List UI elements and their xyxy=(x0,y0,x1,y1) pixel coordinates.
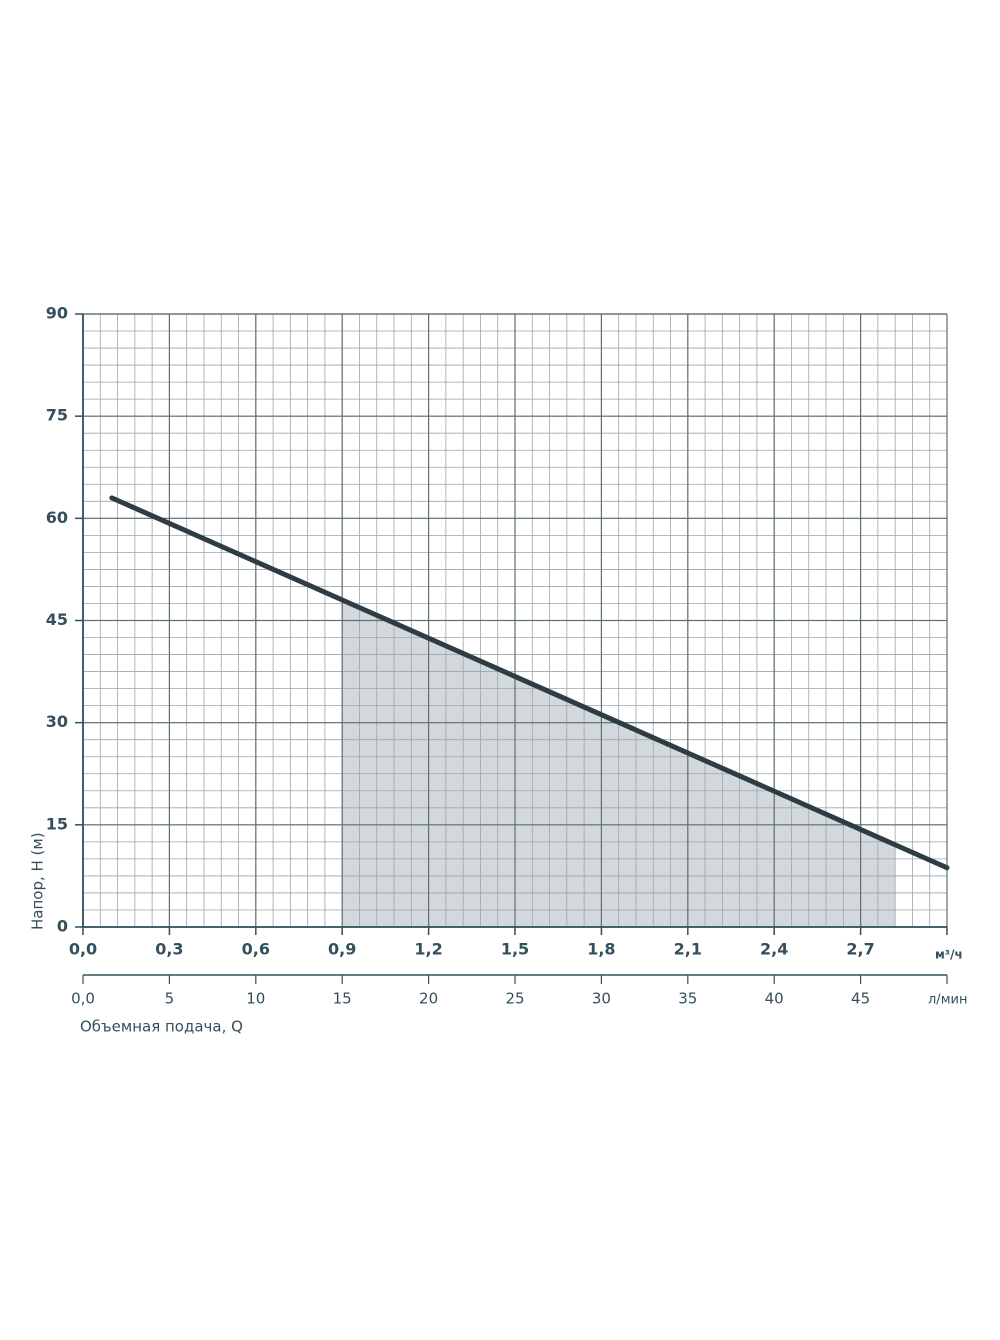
x2-tick-label: 0,0 xyxy=(71,990,95,1008)
x-tick-label: 1,2 xyxy=(414,940,442,959)
x2-tick-label: 10 xyxy=(246,990,265,1008)
x2-tick-label: 15 xyxy=(333,990,352,1008)
x2-tick-label: 25 xyxy=(505,990,524,1008)
x-axis-label: Объемная подача, Q xyxy=(80,1018,243,1036)
y-tick-label: 0 xyxy=(57,917,68,936)
x-tick-label: 1,5 xyxy=(501,940,529,959)
y-tick-label: 75 xyxy=(46,406,68,425)
x2-tick-label: 30 xyxy=(592,990,611,1008)
x-tick-label: 0,3 xyxy=(155,940,183,959)
x2-tick-label: 40 xyxy=(765,990,784,1008)
y-axis-label: Напор, H (м) xyxy=(29,832,47,930)
x-tick-label: 0,6 xyxy=(242,940,270,959)
x2-tick-label: 35 xyxy=(678,990,697,1008)
x-tick-label: 0,0 xyxy=(69,940,97,959)
series-line xyxy=(109,495,950,871)
x2-tick-label: 45 xyxy=(851,990,870,1008)
x-unit: м³/ч xyxy=(935,948,963,962)
y-tick-label: 90 xyxy=(46,304,68,323)
y-tick-label: 45 xyxy=(46,610,68,629)
x-tick-label: 1,8 xyxy=(587,940,615,959)
x2-unit: л/мин xyxy=(928,993,967,1008)
x-tick-label: 2,7 xyxy=(846,940,874,959)
y-tick-label: 60 xyxy=(46,508,68,527)
x-tick-label: 2,4 xyxy=(760,940,788,959)
y-tick-label: 30 xyxy=(46,712,68,731)
x2-tick-label: 5 xyxy=(165,990,175,1008)
x-tick-label: 2,1 xyxy=(674,940,702,959)
x2-tick-label: 20 xyxy=(419,990,438,1008)
y-tick-label: 15 xyxy=(46,814,68,833)
x-tick-label: 0,9 xyxy=(328,940,356,959)
